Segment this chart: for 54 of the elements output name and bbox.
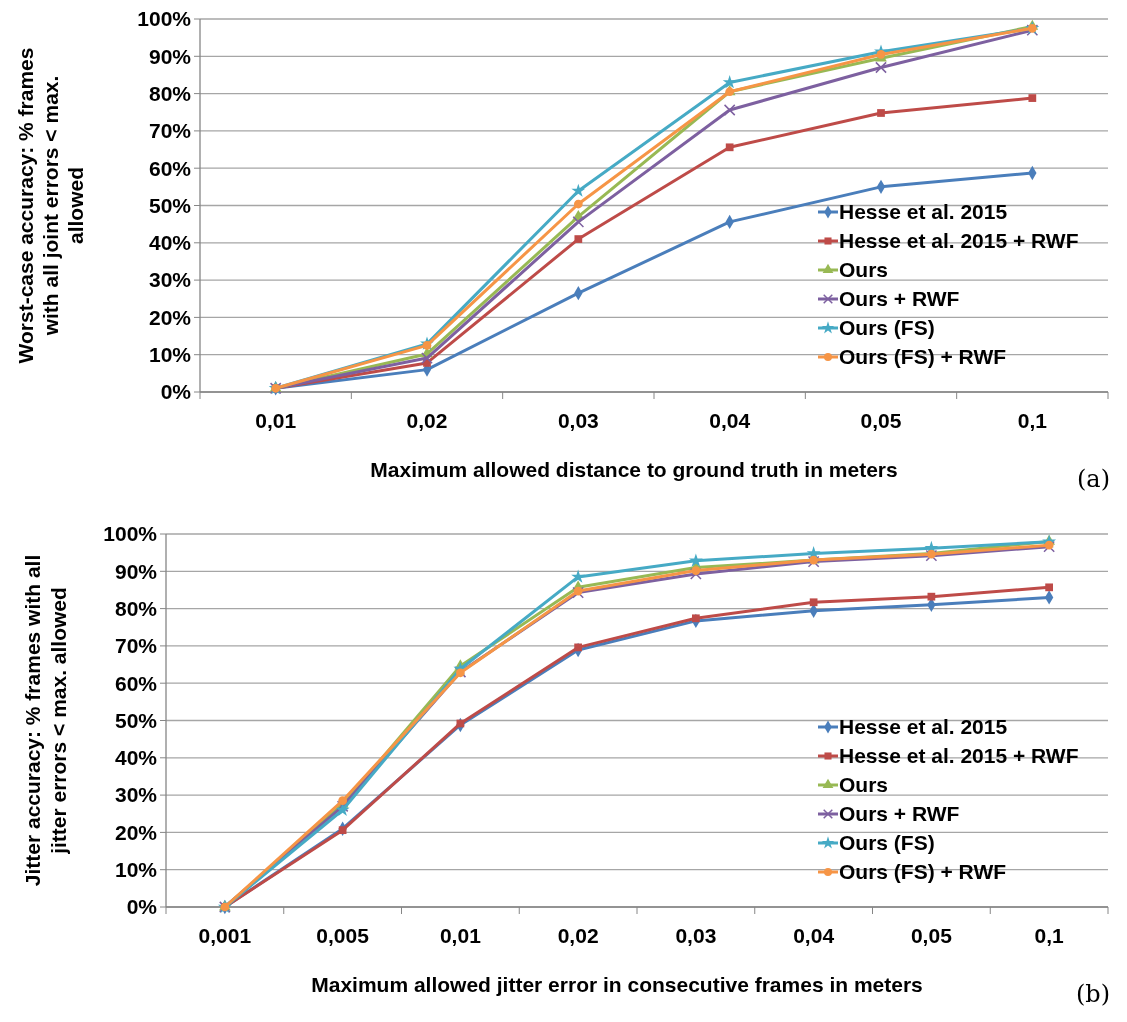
y-tick-label: 0% (160, 380, 192, 404)
y-tick-label: 80% (114, 596, 158, 620)
y-tick-label: 50% (148, 193, 192, 217)
legend-label: Hesse et al. 2015 + RWF (839, 229, 1079, 253)
legend-label: Ours (FS) (839, 316, 935, 340)
y-tick-label: 100% (137, 7, 192, 31)
x-tick-label: 0,02 (557, 924, 599, 947)
y-tick-label: 10% (148, 343, 192, 367)
legend-label: Ours + RWF (839, 802, 960, 826)
x-tick-label: 0,02 (406, 409, 448, 432)
y-tick-label: 40% (148, 231, 192, 255)
y-tick-label: 10% (114, 858, 158, 882)
y-tick-label: 70% (114, 634, 158, 658)
y-tick-label: 60% (148, 156, 192, 180)
x-tick-label: 0,1 (1017, 409, 1048, 432)
x-tick-label: 0,05 (910, 924, 953, 947)
legend-label: Hesse et al. 2015 + RWF (839, 744, 1079, 768)
legend-label: Ours (FS) + RWF (839, 345, 1007, 369)
y-tick-label: 80% (148, 81, 192, 105)
x-tick-label: 0,01 (439, 924, 482, 947)
x-tick-label: 0,005 (316, 924, 370, 947)
legend-label: Ours (839, 773, 889, 797)
y-tick-label: 20% (148, 305, 192, 329)
y-tick-label: 90% (148, 44, 192, 68)
x-axis-title: Maximum allowed distance to ground truth in meters (370, 458, 898, 481)
y-axis-title: Jitter accuracy: % frames with all jitter errors < max. allowed (21, 554, 70, 887)
y-tick-label: 30% (148, 268, 192, 292)
x-tick-label: 0,03 (675, 924, 717, 947)
legend-label: Ours (FS) + RWF (839, 860, 1007, 884)
y-tick-label: 50% (114, 708, 158, 732)
y-tick-label: 0% (126, 895, 158, 919)
x-axis-title: Maximum allowed jitter error in consecutive frames in meters (311, 973, 923, 996)
y-tick-label: 90% (114, 559, 158, 583)
x-tick-label: 0,03 (557, 409, 599, 432)
legend-label: Ours (FS) (839, 831, 935, 855)
x-tick-label: 0,01 (255, 409, 297, 432)
x-tick-label: 0,001 (198, 924, 252, 947)
text: (b) (1075, 980, 1110, 1008)
legend-label: Hesse et al. 2015 (839, 200, 1008, 224)
x-tick-label: 0,1 (1034, 924, 1065, 947)
x-tick-label: 0,04 (793, 924, 835, 947)
y-axis-title: Worst-case accuracy: % frames with all joint errors < max. allowed (13, 47, 88, 364)
legend-label: Ours (839, 258, 889, 282)
x-tick-label: 0,05 (860, 409, 902, 432)
text: (a) (1076, 465, 1110, 493)
y-tick-label: 20% (114, 820, 158, 844)
y-tick-label: 70% (148, 119, 192, 143)
y-tick-label: 60% (114, 671, 158, 695)
y-tick-label: 40% (114, 746, 158, 770)
y-tick-label: 100% (103, 522, 158, 546)
legend-label: Hesse et al. 2015 (839, 715, 1008, 739)
y-tick-label: 30% (114, 783, 158, 807)
x-tick-label: 0,04 (709, 409, 751, 432)
legend-label: Ours + RWF (839, 287, 960, 311)
